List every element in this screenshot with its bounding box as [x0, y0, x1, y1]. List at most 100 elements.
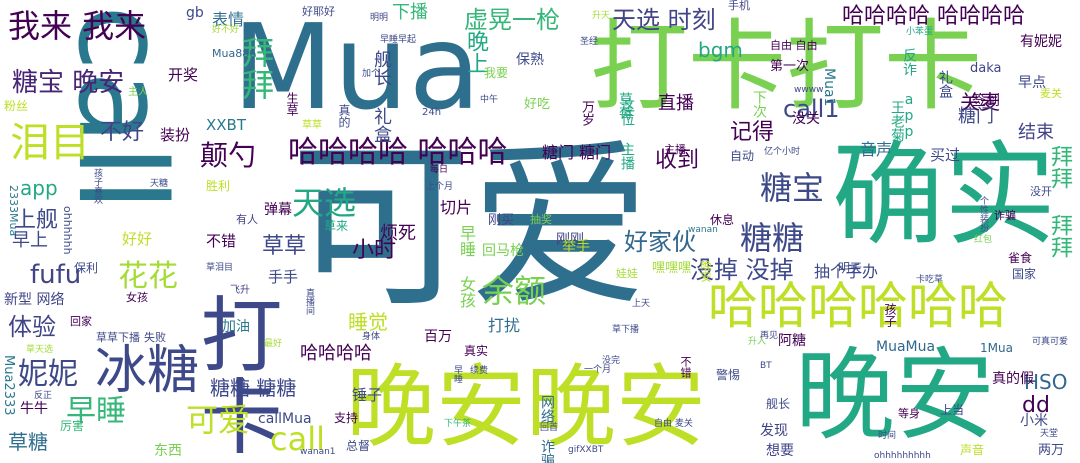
- word: 早上: [12, 230, 48, 251]
- word: daka: [970, 61, 1002, 76]
- word: 孩子: [883, 303, 897, 327]
- word: 好好: [122, 230, 153, 248]
- word: 草来: [324, 219, 349, 233]
- word: 好吃: [524, 97, 551, 112]
- word: 锤子: [352, 386, 383, 404]
- word: 卡吃草: [916, 275, 944, 285]
- word: 晚上: [463, 30, 488, 74]
- word: 自动: [730, 149, 755, 163]
- word: wanan: [688, 225, 718, 235]
- word: 草草: [262, 234, 307, 259]
- word: 弹幕: [264, 202, 292, 218]
- word: 我要: [484, 66, 509, 80]
- word: 两万: [1038, 443, 1065, 458]
- word: Mua886: [212, 47, 257, 60]
- word: 上天: [632, 299, 651, 309]
- word: 哈哈哈哈哈哈: [708, 277, 1008, 335]
- word: 可爱: [290, 123, 651, 332]
- word: 装扮: [160, 126, 191, 144]
- word: 哈哈哈哈 哈哈哈: [288, 135, 508, 170]
- word: 草草: [302, 120, 322, 131]
- word: call1: [783, 95, 840, 123]
- word: 真的: [337, 104, 351, 128]
- word: 抽奖: [530, 213, 552, 226]
- word: 睡觉: [348, 310, 388, 334]
- word: 糖糖 糖糖: [210, 376, 297, 400]
- word: 花花: [118, 259, 178, 294]
- word: bgm: [698, 38, 743, 62]
- word: ohhhhhhhhh: [874, 451, 931, 461]
- word: 确实: [832, 131, 1056, 261]
- word: 雀食: [1008, 251, 1033, 265]
- word: gifXXBT: [568, 445, 604, 455]
- word: 冰糖: [95, 341, 200, 401]
- word: 晚安晚安: [346, 355, 706, 460]
- word: 阿糖: [778, 333, 806, 349]
- word: 支持: [334, 411, 359, 425]
- word: 哈哈哈哈: [300, 343, 372, 364]
- word: callMua: [258, 411, 312, 427]
- word: 新型 网络: [4, 292, 65, 308]
- word: 天选 时刻: [612, 6, 716, 34]
- word: 牛牛: [20, 401, 48, 417]
- word: 收到: [655, 148, 700, 173]
- word: 想要: [766, 443, 794, 459]
- word: 续费: [470, 366, 489, 376]
- word: 反正: [34, 391, 53, 401]
- word: 失败: [144, 331, 166, 344]
- word: 没完: [602, 356, 621, 366]
- word: 身体: [362, 332, 381, 342]
- word: 回马枪: [482, 243, 524, 259]
- word: 举手: [562, 239, 590, 255]
- word: 明明: [370, 13, 389, 23]
- word: 早睡: [66, 394, 126, 429]
- word: Mua1: [821, 68, 837, 107]
- word: 音声: [860, 140, 893, 159]
- word: 手机: [728, 0, 750, 12]
- word: 切片: [440, 198, 473, 217]
- word: 好不好: [212, 25, 240, 35]
- word: 打卡打卡: [590, 10, 983, 124]
- word: 打扰: [488, 316, 521, 335]
- word: Mua: [232, 0, 481, 136]
- word: 等身: [898, 407, 920, 420]
- word: 回首: [540, 423, 559, 433]
- word: 升天: [592, 11, 611, 21]
- word: 24h: [422, 107, 442, 118]
- word: 下次: [751, 90, 767, 118]
- word: Mua2333: [1, 355, 16, 416]
- word: 妮妮: [18, 357, 78, 392]
- word: 天堂: [1040, 429, 1059, 439]
- word: 没掉 没掉: [690, 256, 794, 284]
- word: 上当: [940, 403, 965, 417]
- word: 没开: [1030, 185, 1052, 198]
- word: 可真可爱: [1032, 337, 1069, 347]
- word: 发现: [760, 423, 788, 439]
- word: 晚安: [699, 260, 712, 282]
- word: BT: [760, 361, 772, 371]
- word: 警惕: [716, 368, 741, 382]
- word: 天糖: [150, 179, 169, 189]
- word: 草下播: [612, 325, 640, 335]
- word: MuaMua: [876, 339, 936, 355]
- word: 抽个手办: [814, 262, 879, 281]
- word: 最好: [264, 339, 283, 349]
- word: 小时: [352, 238, 397, 263]
- word: 体验: [8, 313, 56, 341]
- word: 总督: [346, 439, 371, 453]
- word: 回家: [70, 315, 92, 328]
- word: 加个: [362, 69, 381, 79]
- word: call: [270, 420, 325, 458]
- word: 明天: [838, 261, 863, 275]
- word: 厉害: [60, 419, 85, 433]
- word: 糖门 糖门: [542, 143, 612, 162]
- word: 这位 主播: [619, 98, 635, 170]
- word: 早睡早起: [380, 35, 417, 45]
- word: 声音: [960, 443, 985, 457]
- word: 下午茶: [444, 419, 472, 429]
- word: 中午: [480, 95, 499, 105]
- word: 娃娃: [616, 267, 638, 280]
- word: 真的假: [992, 371, 1034, 387]
- word: 舰长 礼盒: [371, 50, 392, 143]
